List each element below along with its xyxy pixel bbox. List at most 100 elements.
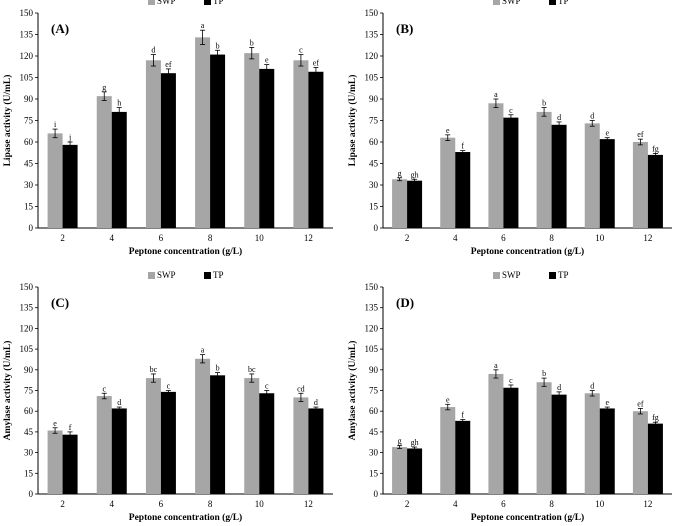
y-tick-label: 105 [20, 73, 34, 83]
bar-tp [210, 375, 226, 494]
bar-tp [111, 408, 127, 494]
y-tick-label: 90 [24, 94, 34, 104]
legend-label-swp: SWP [157, 0, 176, 6]
significance-letter: a [201, 21, 205, 30]
y-axis-label: Lipase activity (U/mL) [2, 75, 13, 167]
x-tick-label: 10 [255, 233, 265, 243]
significance-letter: d [557, 383, 561, 392]
y-tick-label: 150 [20, 8, 34, 18]
y-tick-label: 30 [369, 448, 379, 458]
x-axis-label: Peptone concentration (g/L) [471, 246, 584, 257]
bar-tp [599, 408, 615, 494]
x-tick-label: 10 [255, 499, 265, 509]
significance-letter: a [494, 90, 498, 99]
bar-swp [632, 142, 648, 228]
bar-swp [440, 407, 456, 494]
bar-tp [160, 73, 176, 228]
bar-swp [488, 103, 504, 228]
bar-swp [293, 397, 309, 494]
y-tick-label: 150 [20, 282, 34, 292]
legend-label-tp: TP [213, 0, 224, 6]
x-tick-label: 2 [405, 499, 410, 509]
x-tick-label: 6 [501, 233, 506, 243]
bar-tp [407, 180, 423, 228]
legend-swatch-swp [148, 272, 155, 279]
bar-swp [195, 358, 211, 494]
significance-letter: e [605, 398, 609, 407]
x-tick-label: 6 [501, 499, 506, 509]
bar-swp [584, 393, 600, 494]
y-tick-label: 0 [29, 489, 34, 499]
y-tick-label: 45 [24, 427, 34, 437]
legend-label-tp: TP [558, 0, 569, 6]
significance-letter: c [265, 382, 269, 391]
bar-tp [455, 420, 471, 494]
significance-letter: ef [637, 130, 644, 139]
x-tick-label: 8 [208, 499, 213, 509]
y-tick-label: 120 [20, 51, 34, 61]
y-tick-label: 45 [369, 159, 379, 169]
significance-letter: fg [652, 144, 659, 153]
x-axis-label: Peptone concentration (g/L) [129, 512, 242, 523]
x-axis-label: Peptone concentration (g/L) [129, 246, 242, 257]
bar-tp [308, 408, 324, 494]
y-tick-label: 150 [365, 8, 379, 18]
legend-label-tp: TP [558, 270, 569, 280]
y-tick-label: 135 [20, 303, 34, 313]
significance-letter: ef [637, 399, 644, 408]
bar-tp [503, 117, 519, 228]
significance-letter: f [461, 142, 464, 151]
bar-swp [584, 123, 600, 228]
significance-letter: a [201, 346, 205, 355]
y-tick-label: 45 [369, 427, 379, 437]
bar-swp [440, 137, 456, 228]
bar-swp [392, 179, 408, 228]
significance-letter: b [216, 364, 220, 373]
bar-tp [308, 71, 324, 229]
significance-letter: d [151, 46, 155, 55]
legend-label-swp: SWP [157, 270, 176, 280]
significance-letter: fg [652, 413, 659, 422]
y-tick-label: 135 [365, 30, 379, 40]
y-tick-label: 60 [369, 137, 379, 147]
bar-tp [259, 68, 275, 229]
y-tick-label: 15 [24, 468, 34, 478]
panel-label: (B) [396, 21, 413, 36]
bar-swp [536, 111, 552, 228]
bar-tp [160, 391, 176, 494]
significance-letter: ef [313, 58, 320, 67]
y-axis-label: Lipase activity (U/mL) [347, 75, 358, 167]
y-tick-label: 30 [369, 180, 379, 190]
y-tick-label: 15 [24, 202, 34, 212]
y-tick-label: 105 [365, 73, 379, 83]
bar-swp [195, 37, 211, 228]
significance-letter: g [398, 437, 402, 446]
significance-letter: f [69, 423, 72, 432]
y-tick-label: 15 [369, 202, 379, 212]
x-tick-label: 10 [595, 233, 605, 243]
significance-letter: e [446, 395, 450, 404]
significance-letter: h [117, 99, 121, 108]
x-tick-label: 12 [643, 233, 652, 243]
panel-label: (A) [51, 21, 69, 36]
y-tick-label: 60 [369, 406, 379, 416]
significance-letter: bc [248, 365, 256, 374]
significance-letter: j [68, 133, 71, 142]
x-tick-label: 8 [208, 233, 213, 243]
legend-swatch-swp [493, 272, 500, 279]
significance-letter: b [542, 369, 546, 378]
significance-letter: gh [411, 438, 419, 447]
legend-swatch-swp [493, 0, 500, 5]
significance-letter: ef [165, 60, 172, 69]
legend-swatch-tp [549, 272, 556, 279]
legend-swatch-tp [549, 0, 556, 5]
significance-letter: e [265, 56, 269, 65]
y-tick-label: 45 [24, 159, 34, 169]
x-tick-label: 2 [60, 233, 65, 243]
y-tick-label: 90 [369, 94, 379, 104]
panel-label: (C) [51, 295, 69, 310]
bar-swp [392, 447, 408, 494]
bar-swp [145, 378, 161, 494]
bar-swp [244, 53, 260, 229]
